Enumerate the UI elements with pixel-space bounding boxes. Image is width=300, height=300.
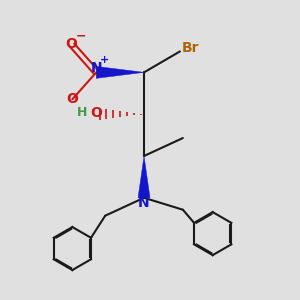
Polygon shape — [138, 156, 150, 198]
Text: O: O — [65, 37, 77, 51]
Text: −: − — [76, 29, 86, 42]
Text: Br: Br — [182, 41, 199, 56]
Text: +: + — [100, 55, 109, 65]
Text: O: O — [90, 106, 102, 120]
Polygon shape — [96, 66, 144, 78]
Text: N: N — [138, 196, 150, 210]
Text: N: N — [90, 61, 102, 75]
Text: O: O — [66, 92, 78, 106]
Text: H: H — [77, 106, 87, 119]
